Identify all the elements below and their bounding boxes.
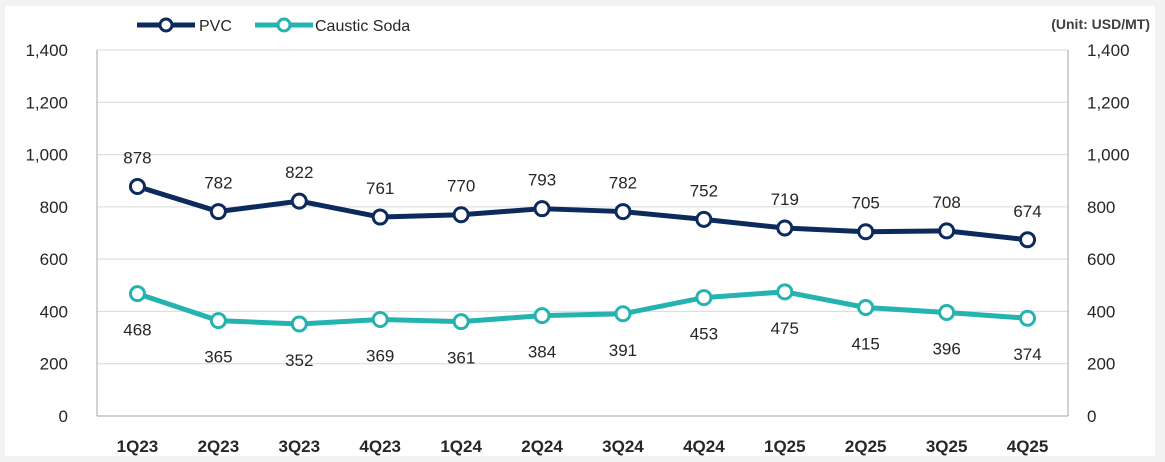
y-tick-label-left: 600 xyxy=(40,250,68,269)
y-tick-label-left: 800 xyxy=(40,198,68,217)
data-label-pvc: 782 xyxy=(609,174,637,193)
data-point-pvc xyxy=(452,206,470,224)
data-label-pvc: 761 xyxy=(366,179,394,198)
data-point-pvc xyxy=(533,200,551,218)
y-tick-label-left: 1,000 xyxy=(25,146,68,165)
data-point-caustic-soda xyxy=(857,299,875,317)
data-label-caustic-soda: 374 xyxy=(1013,345,1041,364)
chart-panel xyxy=(5,6,1155,456)
data-point-pvc xyxy=(1019,231,1037,249)
data-point-caustic-soda xyxy=(776,283,794,301)
data-label-pvc: 752 xyxy=(690,181,718,200)
data-label-caustic-soda: 369 xyxy=(366,347,394,366)
y-tick-label-right: 0 xyxy=(1087,407,1096,426)
data-label-caustic-soda: 468 xyxy=(123,321,151,340)
legend-item-caustic-soda: Caustic Soda xyxy=(255,17,410,35)
data-label-caustic-soda: 352 xyxy=(285,351,313,370)
data-point-caustic-soda xyxy=(1019,309,1037,327)
legend: PVC Caustic Soda xyxy=(137,17,410,35)
x-tick-label: 2Q23 xyxy=(198,437,240,456)
x-tick-label: 4Q25 xyxy=(1007,437,1049,456)
y-tick-label-right: 1,400 xyxy=(1087,41,1130,60)
x-tick-label: 4Q24 xyxy=(683,437,725,456)
data-point-pvc xyxy=(290,192,308,210)
series xyxy=(128,177,1037,333)
data-label-pvc: 793 xyxy=(528,171,556,190)
unit-label: (Unit: USD/MT) xyxy=(1051,16,1150,32)
data-point-pvc xyxy=(938,222,956,240)
data-point-caustic-soda xyxy=(209,312,227,330)
legend-pvc-marker xyxy=(158,17,174,33)
axes: 0 200 400 600 800 1,000 1,200 1,400 0 200 400 600 80… xyxy=(25,41,1129,456)
data-label-caustic-soda: 391 xyxy=(609,341,637,360)
data-label-caustic-soda: 384 xyxy=(528,343,556,362)
data-point-pvc xyxy=(128,177,146,195)
data-point-caustic-soda xyxy=(938,303,956,321)
legend-caustic-soda-label: Caustic Soda xyxy=(315,18,410,35)
y-tick-label-right: 200 xyxy=(1087,355,1115,374)
x-tick-label: 3Q25 xyxy=(926,437,968,456)
data-label-pvc: 770 xyxy=(447,177,475,196)
data-point-pvc xyxy=(776,219,794,237)
y-tick-label-left: 400 xyxy=(40,302,68,321)
data-label-caustic-soda: 365 xyxy=(204,348,232,367)
data-label-caustic-soda: 361 xyxy=(447,349,475,368)
data-label-pvc: 674 xyxy=(1013,202,1041,221)
y-tick-label-left: 1,200 xyxy=(25,93,68,112)
x-tick-label: 1Q23 xyxy=(117,437,159,456)
series-line-caustic-soda xyxy=(134,289,1031,327)
data-point-pvc xyxy=(695,210,713,228)
y-tick-label-right: 400 xyxy=(1087,302,1115,321)
x-tick-label: 3Q23 xyxy=(278,437,320,456)
data-label-caustic-soda: 415 xyxy=(852,335,880,354)
data-point-caustic-soda xyxy=(290,315,308,333)
data-label-pvc: 705 xyxy=(852,194,880,213)
x-tick-label: 2Q25 xyxy=(845,437,887,456)
data-label-caustic-soda: 396 xyxy=(932,339,960,358)
x-tick-label: 1Q25 xyxy=(764,437,806,456)
x-tick-label: 4Q23 xyxy=(359,437,401,456)
data-label-pvc: 782 xyxy=(204,174,232,193)
x-tick-label: 2Q24 xyxy=(521,437,563,456)
data-point-caustic-soda xyxy=(128,285,146,303)
data-point-pvc xyxy=(614,203,632,221)
y-tick-label-left: 200 xyxy=(40,355,68,374)
x-tick-label: 3Q24 xyxy=(602,437,644,456)
data-point-caustic-soda xyxy=(452,313,470,331)
data-label-pvc: 822 xyxy=(285,163,313,182)
data-point-pvc xyxy=(371,208,389,226)
y-tick-label-right: 1,200 xyxy=(1087,93,1130,112)
series-line-pvc xyxy=(134,183,1031,243)
data-label-caustic-soda: 453 xyxy=(690,325,718,344)
x-tick-label: 1Q24 xyxy=(440,437,482,456)
data-point-caustic-soda xyxy=(371,311,389,329)
data-point-pvc xyxy=(209,203,227,221)
data-point-caustic-soda xyxy=(533,307,551,325)
data-point-caustic-soda xyxy=(614,305,632,323)
legend-pvc-label: PVC xyxy=(199,18,232,35)
data-point-pvc xyxy=(857,223,875,241)
data-label-pvc: 708 xyxy=(932,193,960,212)
y-tick-label-left: 1,400 xyxy=(25,41,68,60)
legend-item-pvc: PVC xyxy=(137,17,232,35)
data-labels: 878 782 822 761 770 793 782 752 719 705 708 674 468 3… xyxy=(123,148,1041,370)
data-label-pvc: 878 xyxy=(123,148,151,167)
y-tick-label-left: 0 xyxy=(59,407,68,426)
data-label-caustic-soda: 475 xyxy=(771,319,799,338)
data-label-pvc: 719 xyxy=(771,190,799,209)
data-point-caustic-soda xyxy=(695,289,713,307)
legend-caustic-soda-marker xyxy=(276,17,292,33)
y-tick-label-right: 1,000 xyxy=(1087,146,1130,165)
y-tick-label-right: 600 xyxy=(1087,250,1115,269)
y-tick-label-right: 800 xyxy=(1087,198,1115,217)
